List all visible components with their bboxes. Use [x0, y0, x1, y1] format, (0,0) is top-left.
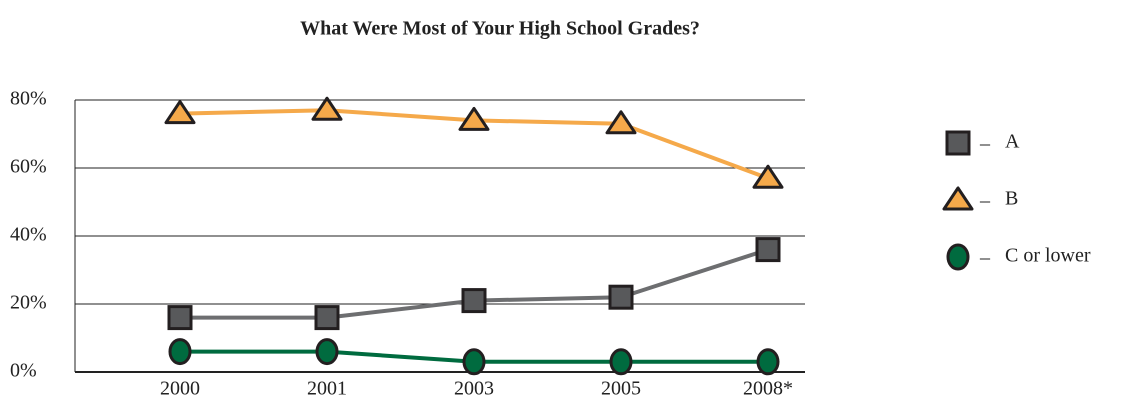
chart-title: What Were Most of Your High School Grade… — [300, 18, 700, 40]
data-point — [311, 96, 343, 121]
legend-dash: – — [979, 190, 991, 212]
legend-marker — [942, 186, 974, 211]
legend-marker — [945, 130, 971, 156]
data-point — [315, 338, 339, 366]
legend-label: C or lower — [1005, 245, 1091, 267]
data-point — [752, 164, 784, 189]
data-point — [755, 237, 781, 263]
data-point — [605, 110, 637, 135]
data-point — [756, 348, 780, 376]
data-point — [608, 284, 634, 310]
data-point — [314, 305, 340, 331]
y-tick-label: 20% — [10, 292, 47, 314]
y-tick-label: 40% — [10, 224, 47, 246]
x-tick-label: 2001 — [307, 378, 347, 400]
legend-label: B — [1005, 188, 1018, 210]
legend-dash: – — [979, 133, 991, 155]
data-point — [458, 106, 490, 131]
y-tick-label: 80% — [10, 88, 47, 110]
y-tick-label: 60% — [10, 156, 47, 178]
data-point — [462, 348, 486, 376]
legend-dash: – — [979, 247, 991, 269]
legend-marker — [946, 243, 970, 271]
y-tick-label: 0% — [10, 360, 37, 382]
x-tick-label: 2005 — [601, 378, 641, 400]
data-point — [609, 348, 633, 376]
x-tick-label: 2000 — [160, 378, 200, 400]
data-point — [461, 288, 487, 314]
legend-label: A — [1005, 131, 1020, 153]
x-tick-label: 2008* — [743, 378, 793, 400]
data-point — [164, 100, 196, 125]
x-tick-label: 2003 — [454, 378, 494, 400]
data-point — [167, 305, 193, 331]
data-point — [168, 338, 192, 366]
